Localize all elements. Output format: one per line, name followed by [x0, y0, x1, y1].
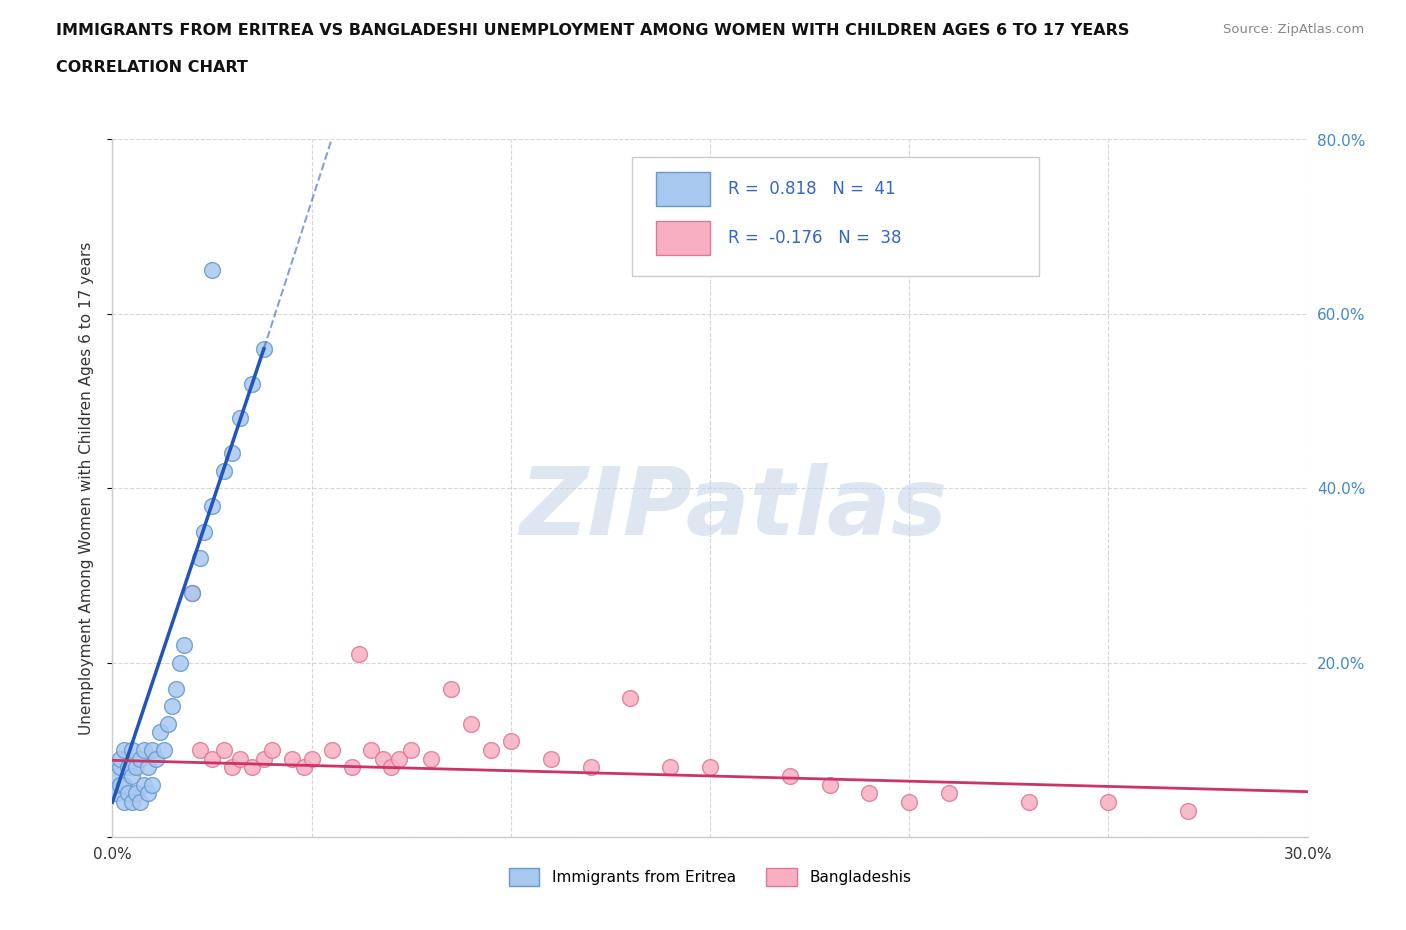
Point — [229, 411, 252, 426]
Point — [440, 682, 463, 697]
Point — [114, 777, 135, 792]
Point — [110, 751, 132, 766]
Point — [380, 760, 402, 775]
Point — [157, 716, 180, 731]
Point — [188, 551, 211, 565]
Point — [1097, 794, 1119, 809]
Point — [105, 768, 128, 783]
Point — [181, 586, 204, 601]
Point — [114, 794, 135, 809]
Point — [129, 794, 152, 809]
Point — [201, 498, 224, 513]
Point — [134, 777, 156, 792]
Point — [149, 725, 172, 740]
Point — [540, 751, 562, 766]
Point — [110, 777, 132, 792]
Point — [117, 786, 139, 801]
Point — [479, 742, 502, 757]
Point — [121, 794, 143, 809]
FancyBboxPatch shape — [657, 221, 710, 255]
Point — [221, 760, 243, 775]
Point — [105, 786, 128, 801]
Point — [253, 341, 276, 356]
Point — [188, 742, 211, 757]
Point — [659, 760, 682, 775]
Point — [169, 656, 191, 671]
Point — [898, 794, 921, 809]
Point — [401, 742, 423, 757]
Point — [253, 751, 276, 766]
FancyBboxPatch shape — [657, 172, 710, 206]
Legend: Immigrants from Eritrea, Bangladeshis: Immigrants from Eritrea, Bangladeshis — [503, 862, 917, 892]
Point — [212, 742, 235, 757]
Point — [460, 716, 482, 731]
Point — [138, 760, 160, 775]
Point — [260, 742, 283, 757]
Point — [281, 751, 304, 766]
Y-axis label: Unemployment Among Women with Children Ages 6 to 17 years: Unemployment Among Women with Children A… — [79, 242, 94, 735]
Point — [134, 742, 156, 757]
Point — [699, 760, 721, 775]
Point — [138, 786, 160, 801]
Point — [579, 760, 602, 775]
Text: CORRELATION CHART: CORRELATION CHART — [56, 60, 247, 75]
Point — [193, 525, 215, 539]
Point — [1177, 804, 1199, 818]
Point — [201, 263, 224, 278]
Point — [121, 742, 143, 757]
Point — [121, 768, 143, 783]
Point — [117, 760, 139, 775]
Point — [938, 786, 960, 801]
Point — [110, 760, 132, 775]
Point — [499, 734, 522, 749]
Point — [349, 646, 371, 661]
Text: R =  -0.176   N =  38: R = -0.176 N = 38 — [728, 229, 901, 246]
Text: R =  0.818   N =  41: R = 0.818 N = 41 — [728, 180, 896, 198]
Point — [181, 586, 204, 601]
FancyBboxPatch shape — [633, 157, 1039, 275]
Point — [153, 742, 176, 757]
Point — [141, 742, 163, 757]
Point — [1018, 794, 1040, 809]
Point — [420, 751, 443, 766]
Point — [619, 690, 641, 705]
Point — [162, 698, 183, 713]
Point — [858, 786, 880, 801]
Point — [388, 751, 411, 766]
Point — [240, 760, 263, 775]
Point — [173, 638, 195, 653]
Point — [340, 760, 363, 775]
Point — [373, 751, 395, 766]
Point — [141, 777, 163, 792]
Point — [321, 742, 343, 757]
Text: ZIPatlas: ZIPatlas — [520, 463, 948, 555]
Point — [221, 446, 243, 461]
Point — [212, 463, 235, 478]
Point — [201, 751, 224, 766]
Point — [292, 760, 315, 775]
Point — [125, 786, 148, 801]
Point — [114, 742, 135, 757]
Point — [779, 768, 801, 783]
Point — [818, 777, 841, 792]
Point — [240, 377, 263, 392]
Point — [129, 751, 152, 766]
Point — [360, 742, 382, 757]
Point — [229, 751, 252, 766]
Text: IMMIGRANTS FROM ERITREA VS BANGLADESHI UNEMPLOYMENT AMONG WOMEN WITH CHILDREN AG: IMMIGRANTS FROM ERITREA VS BANGLADESHI U… — [56, 23, 1129, 38]
Point — [301, 751, 323, 766]
Point — [165, 682, 187, 697]
Text: Source: ZipAtlas.com: Source: ZipAtlas.com — [1223, 23, 1364, 36]
Point — [125, 760, 148, 775]
Point — [145, 751, 167, 766]
